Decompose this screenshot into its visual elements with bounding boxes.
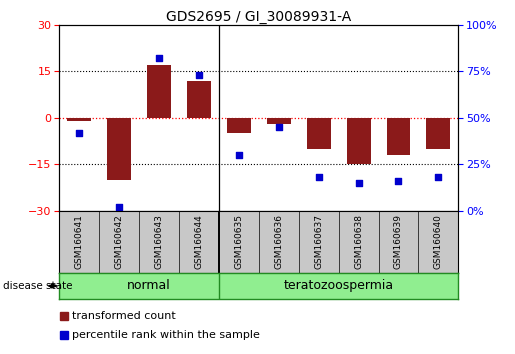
Bar — [267, 118, 290, 124]
Point — [354, 180, 363, 185]
Text: GSM160638: GSM160638 — [354, 215, 363, 269]
Point — [274, 124, 283, 130]
Bar — [426, 118, 450, 149]
Text: GSM160643: GSM160643 — [154, 215, 163, 269]
Text: disease state: disease state — [3, 281, 72, 291]
Bar — [386, 118, 410, 155]
Text: GSM160644: GSM160644 — [195, 215, 203, 269]
Point — [394, 178, 403, 184]
Text: GSM160637: GSM160637 — [314, 215, 323, 269]
Bar — [67, 118, 91, 121]
Text: GSM160635: GSM160635 — [234, 215, 243, 269]
Point — [75, 130, 83, 135]
Point — [115, 204, 123, 210]
Text: teratozoospermia: teratozoospermia — [284, 279, 393, 292]
Text: percentile rank within the sample: percentile rank within the sample — [72, 330, 260, 341]
Point — [315, 175, 323, 180]
Point — [434, 175, 442, 180]
Bar — [227, 118, 251, 133]
Text: GSM160640: GSM160640 — [434, 215, 443, 269]
Text: GSM160636: GSM160636 — [274, 215, 283, 269]
Text: transformed count: transformed count — [72, 311, 176, 321]
Bar — [347, 118, 370, 164]
Bar — [187, 80, 211, 118]
Text: GSM160641: GSM160641 — [75, 215, 83, 269]
Text: GSM160642: GSM160642 — [115, 215, 124, 269]
Text: normal: normal — [127, 279, 171, 292]
Point — [155, 55, 163, 61]
Bar — [107, 118, 131, 179]
Bar — [307, 118, 331, 149]
Point — [195, 72, 203, 78]
Bar — [147, 65, 171, 118]
Text: GSM160639: GSM160639 — [394, 215, 403, 269]
Title: GDS2695 / GI_30089931-A: GDS2695 / GI_30089931-A — [166, 10, 351, 24]
Point — [235, 152, 243, 158]
